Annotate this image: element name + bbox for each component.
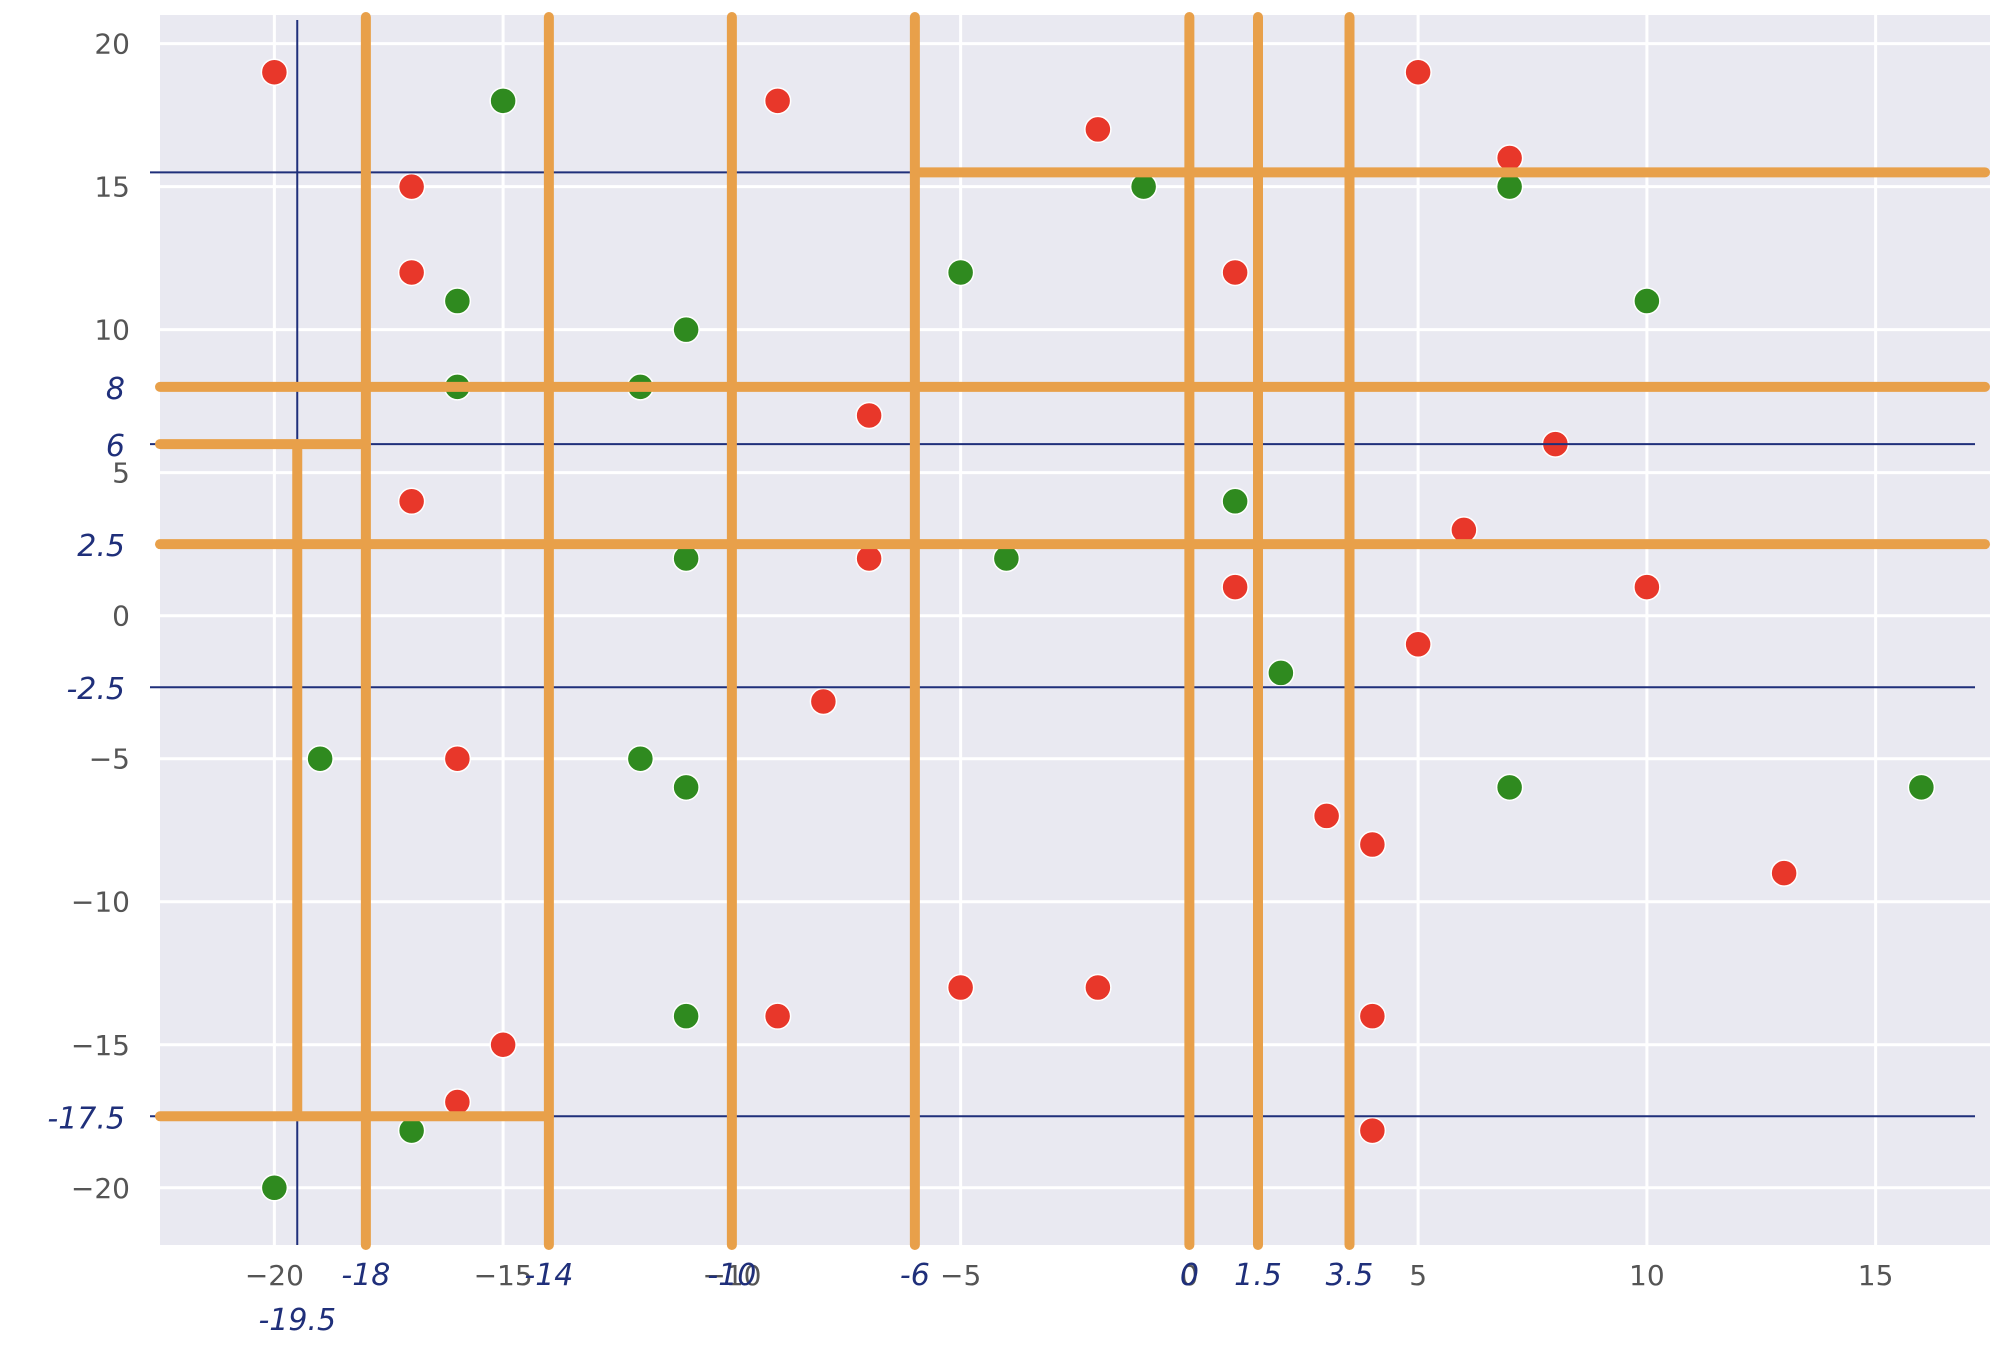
data-point-red: [1358, 1116, 1387, 1145]
data-point-green: [1129, 172, 1158, 201]
hand-label-y: -17.5: [47, 1101, 125, 1136]
hand-label-x: 3.5: [1326, 1258, 1374, 1293]
data-point-red: [397, 172, 426, 201]
data-point-red: [1358, 830, 1387, 859]
data-point-green: [672, 315, 700, 344]
data-point-green: [306, 744, 334, 773]
data-point-red: [443, 744, 472, 773]
data-point-green: [672, 773, 700, 802]
data-point-red: [260, 58, 289, 86]
hand-label-y: 2.5: [77, 529, 125, 564]
data-point-green: [1633, 287, 1661, 315]
hand-label-x: -6: [900, 1258, 930, 1293]
data-point-red: [1495, 144, 1524, 172]
data-point-green: [489, 87, 517, 115]
x-tick-label: 10: [1629, 1259, 1665, 1292]
data-point-green: [1495, 172, 1524, 201]
hand-label-x: -14: [524, 1258, 573, 1293]
x-tick-label: 5: [1409, 1259, 1427, 1292]
plot-background: [160, 15, 1990, 1245]
data-point-red: [1633, 573, 1661, 601]
hand-label-x: -10: [707, 1258, 756, 1293]
hand-label-x: -19.5: [258, 1303, 336, 1338]
data-point-red: [397, 487, 426, 516]
grid: [160, 15, 1990, 1245]
data-point-red: [1404, 630, 1432, 659]
data-point-green: [946, 258, 975, 287]
data-point-green: [672, 1002, 700, 1030]
data-point-red: [1221, 573, 1249, 601]
data-point-red: [1404, 58, 1432, 86]
y-tick-label: 0: [112, 600, 130, 633]
data-point-green: [626, 744, 655, 773]
hand-label-x: 1.5: [1234, 1258, 1282, 1293]
x-tick-label: −15: [474, 1259, 533, 1292]
data-point-green: [1267, 659, 1295, 687]
data-point-red: [855, 401, 883, 430]
data-point-red: [809, 687, 838, 716]
data-point-green: [1221, 487, 1249, 516]
x-tick-label: 0: [1180, 1259, 1198, 1292]
x-tick-label: −5: [940, 1259, 981, 1292]
hand-label-y: -2.5: [66, 672, 125, 707]
data-point-red: [1312, 802, 1341, 830]
data-point-green: [260, 1174, 289, 1202]
hand-label-y: 8: [106, 372, 125, 407]
data-point-red: [946, 973, 975, 1002]
tick-labels: −20 −15 −10 −5 0 5 10 15 20 15 10 5 0 −5 −10 −15 −20: [71, 28, 1894, 1292]
data-point-green: [1495, 773, 1524, 802]
y-tick-label: −10: [71, 886, 130, 919]
data-point-green: [397, 1116, 426, 1145]
data-point-red: [855, 544, 883, 573]
y-tick-label: 10: [94, 314, 130, 347]
data-point-red: [443, 1088, 472, 1116]
y-tick-label: −15: [71, 1029, 130, 1062]
x-tick-label: −10: [702, 1259, 761, 1292]
data-point-red: [397, 258, 426, 287]
y-tick-label: 15: [94, 171, 130, 204]
y-tick-label: 5: [112, 457, 130, 490]
hand-label-x: 0: [1180, 1258, 1199, 1293]
data-point-red: [1221, 258, 1249, 287]
hand-label-x: -18: [341, 1258, 390, 1293]
orange-annotation-lines: [155, 12, 1990, 1250]
x-tick-label: −20: [245, 1259, 304, 1292]
data-point-green: [672, 544, 700, 573]
data-point-red: [763, 1002, 792, 1030]
data-point-green: [443, 287, 472, 315]
data-point-red: [1450, 516, 1478, 544]
hand-label-y: 6: [106, 429, 125, 464]
data-points: [260, 58, 1936, 1202]
data-point-red: [489, 1031, 517, 1059]
data-point-red: [1084, 973, 1112, 1002]
x-tick-label: 15: [1858, 1259, 1894, 1292]
y-tick-label: −5: [89, 743, 130, 776]
data-point-red: [1358, 1002, 1387, 1030]
data-point-red: [1084, 115, 1112, 144]
y-tick-label: −20: [71, 1172, 130, 1205]
data-point-green: [992, 544, 1021, 573]
data-point-green: [1907, 773, 1936, 802]
y-tick-label: 20: [94, 28, 130, 61]
handwritten-labels: -18 -14 -10 -6 0 1.5 3.5 -19.5 8 6 2.5 -2.5 -17.5: [47, 372, 1373, 1338]
data-point-red: [1770, 859, 1798, 887]
data-point-red: [763, 87, 792, 115]
